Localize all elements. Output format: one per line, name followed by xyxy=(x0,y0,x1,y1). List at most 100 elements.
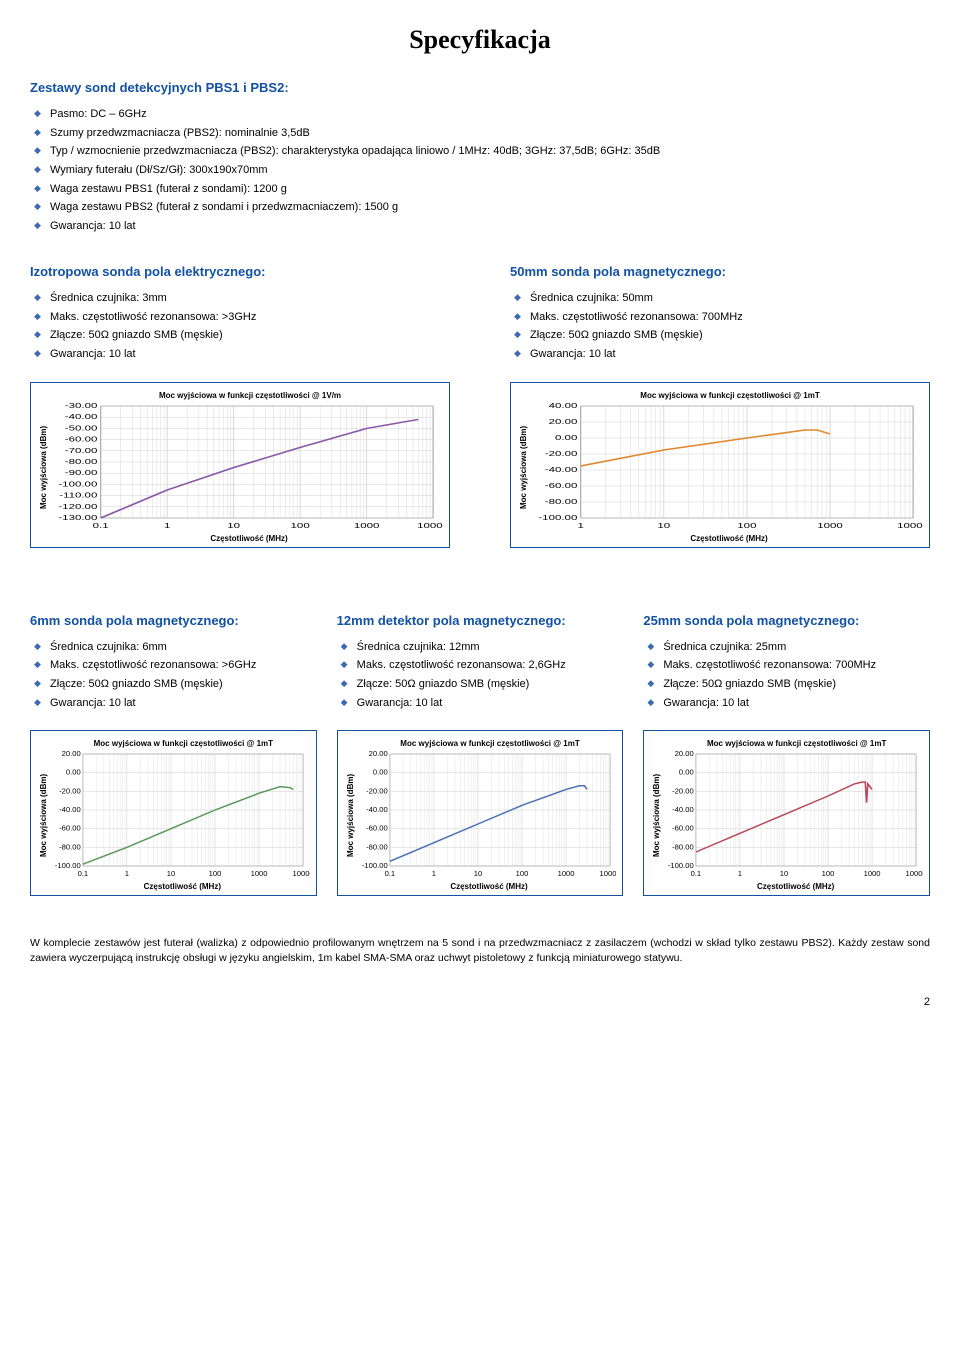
svg-text:1: 1 xyxy=(164,522,170,530)
col-a: Izotropowa sonda pola elektrycznego: Śre… xyxy=(30,264,450,548)
svg-text:10000: 10000 xyxy=(599,870,616,879)
chart-4: Moc wyjściowa w funkcji częstotliwości @… xyxy=(337,730,624,896)
svg-text:-20.00: -20.00 xyxy=(59,787,81,796)
svg-text:100: 100 xyxy=(515,870,528,879)
list-item: Gwarancja: 10 lat xyxy=(643,694,930,713)
svg-text:1000: 1000 xyxy=(251,870,268,879)
chart-5-xlabel: Częstotliwość (MHz) xyxy=(668,882,923,891)
list-item: Złącze: 50Ω gniazdo SMB (męskie) xyxy=(30,675,317,694)
list-item: Złącze: 50Ω gniazdo SMB (męskie) xyxy=(643,675,930,694)
col-a-heading: Izotropowa sonda pola elektrycznego: xyxy=(30,264,450,279)
list-item: Waga zestawu PBS2 (futerał z sondami i p… xyxy=(30,198,930,217)
col-a-list: Średnica czujnika: 3mmMaks. częstotliwoś… xyxy=(30,289,450,364)
list-item: Maks. częstotliwość rezonansowa: 700MHz xyxy=(510,308,930,327)
svg-text:1: 1 xyxy=(577,522,583,530)
svg-text:0.1: 0.1 xyxy=(93,522,109,530)
col-b-list: Średnica czujnika: 50mmMaks. częstotliwo… xyxy=(510,289,930,364)
svg-text:1: 1 xyxy=(738,870,742,879)
svg-text:10: 10 xyxy=(227,522,240,530)
main-list: Pasmo: DC – 6GHzSzumy przedwzmacniacza (… xyxy=(30,105,930,236)
svg-text:-60.00: -60.00 xyxy=(366,824,388,833)
svg-text:-20.00: -20.00 xyxy=(672,787,694,796)
svg-text:1000: 1000 xyxy=(864,870,881,879)
list-item: Maks. częstotliwość rezonansowa: 2,6GHz xyxy=(337,656,624,675)
chart-2: Moc wyjściowa w funkcji częstotliwości @… xyxy=(510,382,930,548)
svg-text:100: 100 xyxy=(291,522,310,530)
list-item: Średnica czujnika: 25mm xyxy=(643,638,930,657)
svg-text:-130.00: -130.00 xyxy=(58,514,97,522)
list-item: Waga zestawu PBS1 (futerał z sondami): 1… xyxy=(30,180,930,199)
list-item: Gwarancja: 10 lat xyxy=(30,345,450,364)
svg-text:0.1: 0.1 xyxy=(78,870,89,879)
svg-text:20.00: 20.00 xyxy=(368,750,387,758)
chart-5-title: Moc wyjściowa w funkcji częstotliwości @… xyxy=(670,739,923,748)
list-item: Maks. częstotliwość rezonansowa: >6GHz xyxy=(30,656,317,675)
list-item: Złącze: 50Ω gniazdo SMB (męskie) xyxy=(337,675,624,694)
svg-text:100: 100 xyxy=(209,870,222,879)
chart-1-ylabel: Moc wyjściowa (dBm) xyxy=(37,402,48,532)
chart-2-ylabel: Moc wyjściowa (dBm) xyxy=(517,402,528,532)
svg-text:0.00: 0.00 xyxy=(555,434,577,442)
col-e-heading: 25mm sonda pola magnetycznego: xyxy=(643,613,930,628)
list-item: Gwarancja: 10 lat xyxy=(30,694,317,713)
svg-text:10000: 10000 xyxy=(293,870,310,879)
svg-text:-80.00: -80.00 xyxy=(59,843,81,852)
svg-text:-20.00: -20.00 xyxy=(366,787,388,796)
chart-5-ylabel: Moc wyjściowa (dBm) xyxy=(650,750,661,880)
list-item: Złącze: 50Ω gniazdo SMB (męskie) xyxy=(30,326,450,345)
svg-text:-90.00: -90.00 xyxy=(65,469,98,477)
main-heading: Zestawy sond detekcyjnych PBS1 i PBS2: xyxy=(30,80,930,95)
chart-4-xlabel: Częstotliwość (MHz) xyxy=(362,882,617,891)
chart-3-ylabel: Moc wyjściowa (dBm) xyxy=(37,750,48,880)
list-item: Maks. częstotliwość rezonansowa: >3GHz xyxy=(30,308,450,327)
col-c-heading: 6mm sonda pola magnetycznego: xyxy=(30,613,317,628)
svg-text:-40.00: -40.00 xyxy=(366,806,388,815)
svg-text:10000: 10000 xyxy=(906,870,923,879)
col-b: 50mm sonda pola magnetycznego: Średnica … xyxy=(510,264,930,548)
svg-text:0.1: 0.1 xyxy=(691,870,702,879)
col-e: 25mm sonda pola magnetycznego: Średnica … xyxy=(643,613,930,897)
svg-text:-20.00: -20.00 xyxy=(545,450,578,458)
svg-text:-80.00: -80.00 xyxy=(545,498,578,506)
chart-1-title: Moc wyjściowa w funkcji częstotliwości @… xyxy=(57,391,443,400)
chart-3-title: Moc wyjściowa w funkcji częstotliwości @… xyxy=(57,739,310,748)
chart-1: Moc wyjściowa w funkcji częstotliwości @… xyxy=(30,382,450,548)
col-d-list: Średnica czujnika: 12mmMaks. częstotliwo… xyxy=(337,638,624,713)
list-item: Gwarancja: 10 lat xyxy=(337,694,624,713)
chart-4-ylabel: Moc wyjściowa (dBm) xyxy=(344,750,355,880)
col-e-list: Średnica czujnika: 25mmMaks. częstotliwo… xyxy=(643,638,930,713)
svg-text:1000: 1000 xyxy=(557,870,574,879)
svg-text:20.00: 20.00 xyxy=(62,750,81,758)
svg-text:-80.00: -80.00 xyxy=(65,458,98,466)
list-item: Szumy przedwzmacniacza (PBS2): nominalni… xyxy=(30,124,930,143)
svg-text:-60.00: -60.00 xyxy=(59,824,81,833)
svg-text:10: 10 xyxy=(657,522,670,530)
svg-text:1000: 1000 xyxy=(354,522,380,530)
list-item: Wymiary futerału (Dł/Sz/Gł): 300x190x70m… xyxy=(30,161,930,180)
svg-text:-100.00: -100.00 xyxy=(58,480,97,488)
page-number: 2 xyxy=(30,996,930,1008)
svg-text:10000: 10000 xyxy=(417,522,443,530)
svg-text:10000: 10000 xyxy=(897,522,923,530)
chart-1-xlabel: Częstotliwość (MHz) xyxy=(55,534,443,543)
col-c: 6mm sonda pola magnetycznego: Średnica c… xyxy=(30,613,317,897)
svg-text:10: 10 xyxy=(167,870,175,879)
svg-text:-50.00: -50.00 xyxy=(65,424,98,432)
svg-text:-80.00: -80.00 xyxy=(366,843,388,852)
list-item: Gwarancja: 10 lat xyxy=(30,217,930,236)
list-item: Średnica czujnika: 50mm xyxy=(510,289,930,308)
list-item: Maks. częstotliwość rezonansowa: 700MHz xyxy=(643,656,930,675)
chart-2-xlabel: Częstotliwość (MHz) xyxy=(535,534,923,543)
list-item: Średnica czujnika: 6mm xyxy=(30,638,317,657)
svg-text:-40.00: -40.00 xyxy=(672,806,694,815)
svg-text:-30.00: -30.00 xyxy=(65,402,98,410)
main-spec: Zestawy sond detekcyjnych PBS1 i PBS2: P… xyxy=(30,80,930,236)
footer-text: W komplecie zestawów jest futerał (waliz… xyxy=(30,936,930,965)
page-title: Specyfikacja xyxy=(30,25,930,55)
svg-text:-60.00: -60.00 xyxy=(65,435,98,443)
list-item: Pasmo: DC – 6GHz xyxy=(30,105,930,124)
svg-text:-40.00: -40.00 xyxy=(545,466,578,474)
chart-4-title: Moc wyjściowa w funkcji częstotliwości @… xyxy=(364,739,617,748)
chart-3: Moc wyjściowa w funkcji częstotliwości @… xyxy=(30,730,317,896)
list-item: Średnica czujnika: 12mm xyxy=(337,638,624,657)
